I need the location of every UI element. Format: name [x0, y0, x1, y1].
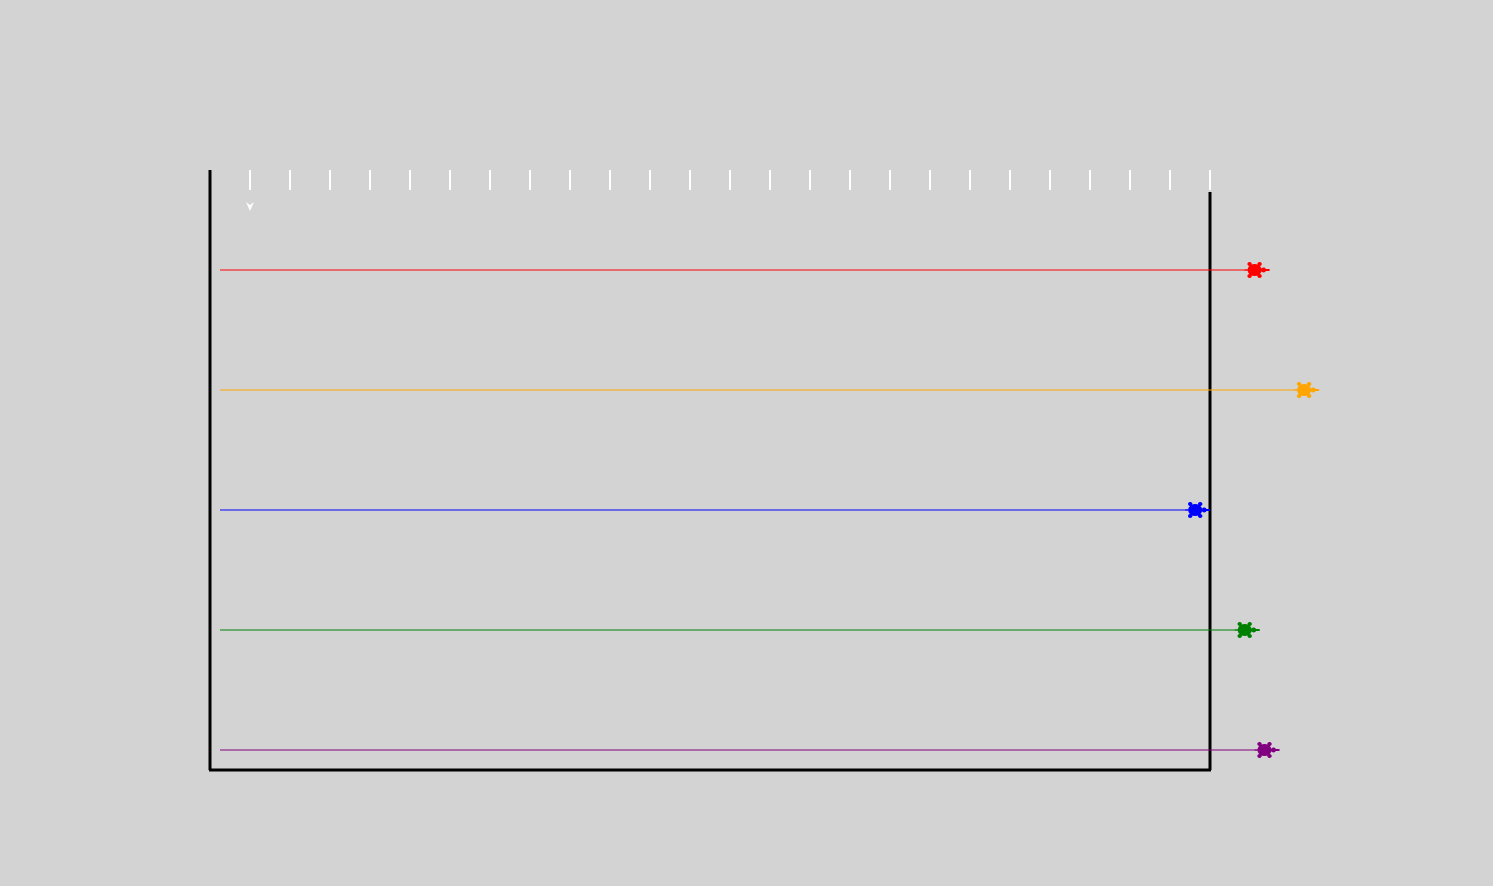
cursor-turtle-icon [246, 202, 254, 211]
turtle-red-icon [1244, 262, 1270, 278]
turtle-orange-icon [1294, 382, 1320, 398]
turtle-blue-icon [1185, 502, 1211, 518]
finish-tick-marks [249, 170, 1211, 190]
lane-red [220, 262, 1270, 278]
lane-purple [220, 742, 1280, 758]
lane-orange [220, 382, 1320, 398]
lane-blue [220, 502, 1211, 518]
race-arena-border [208, 170, 1212, 772]
race-lanes [220, 262, 1320, 758]
turtle-green-icon [1234, 622, 1260, 638]
lane-green [220, 622, 1260, 638]
turtle-purple-icon [1254, 742, 1280, 758]
